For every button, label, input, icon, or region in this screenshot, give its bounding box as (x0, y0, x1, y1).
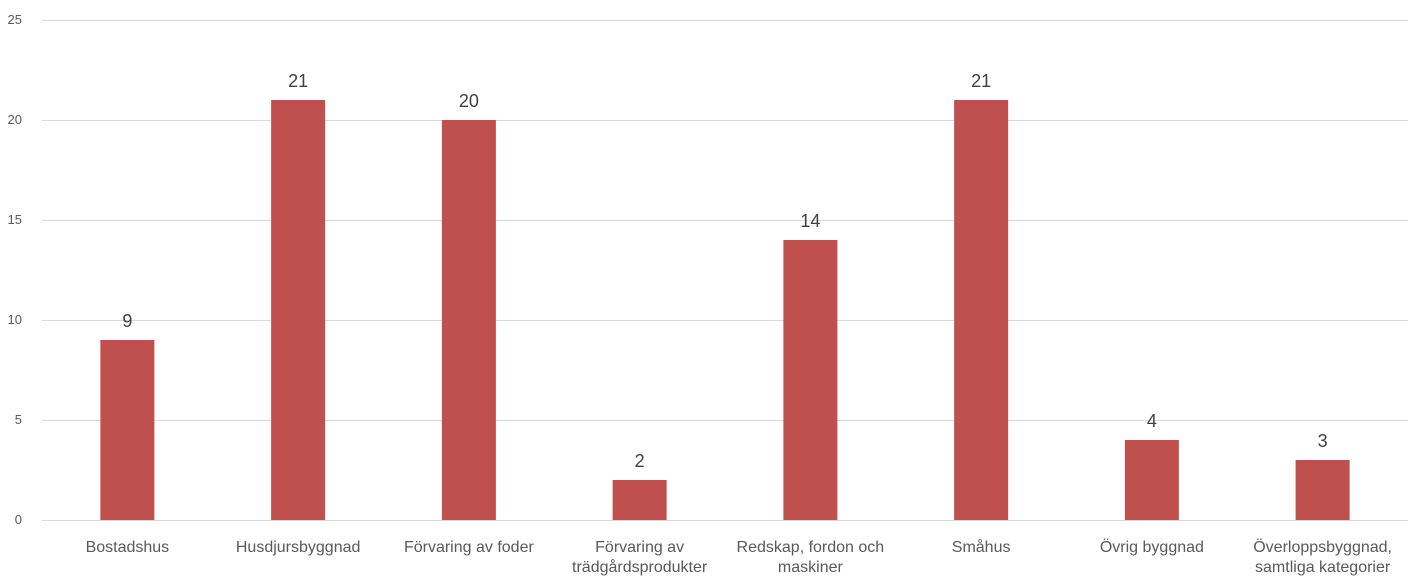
y-tick-label: 5 (15, 412, 22, 427)
bar (1124, 440, 1179, 520)
data-label: 20 (459, 91, 479, 111)
y-tick-label: 15 (8, 212, 22, 227)
data-label: 4 (1147, 411, 1157, 431)
x-tick-label: Övrig byggnad (1100, 538, 1204, 556)
x-tick-label: Överloppsbyggnad, samtliga kategorier (1253, 538, 1392, 576)
bar (783, 240, 838, 520)
x-tick-label: Husdjursbyggnad (236, 539, 361, 556)
bar (271, 100, 326, 520)
x-tick-label: Förvaring av trädgårdsprodukter (572, 539, 708, 576)
y-tick-label: 0 (15, 512, 22, 527)
bar (441, 120, 496, 520)
data-label: 9 (122, 311, 132, 331)
data-label: 21 (288, 71, 308, 91)
x-axis-ticks: Bostadshus Husdjursbyggnad Förvaring av fo… (86, 538, 1392, 576)
data-label: 21 (971, 71, 991, 91)
bar (100, 340, 155, 520)
x-tick-label: Småhus (952, 538, 1011, 556)
bars (100, 100, 1350, 520)
data-label: 2 (635, 451, 645, 471)
y-axis-ticks: 0 5 10 15 20 25 (8, 12, 22, 527)
gridlines (42, 20, 1408, 521)
x-tick-label: Redskap, fordon och maskiner (737, 539, 885, 576)
x-tick-label: Förvaring av foder (404, 539, 535, 556)
bar (612, 480, 667, 520)
y-tick-label: 20 (8, 112, 22, 127)
data-label: 3 (1318, 431, 1328, 451)
data-label: 14 (800, 211, 820, 231)
bar (1295, 460, 1350, 520)
x-tick-label: Bostadshus (86, 539, 170, 556)
bar (954, 100, 1009, 520)
y-tick-label: 25 (8, 12, 22, 27)
y-tick-label: 10 (8, 312, 22, 327)
